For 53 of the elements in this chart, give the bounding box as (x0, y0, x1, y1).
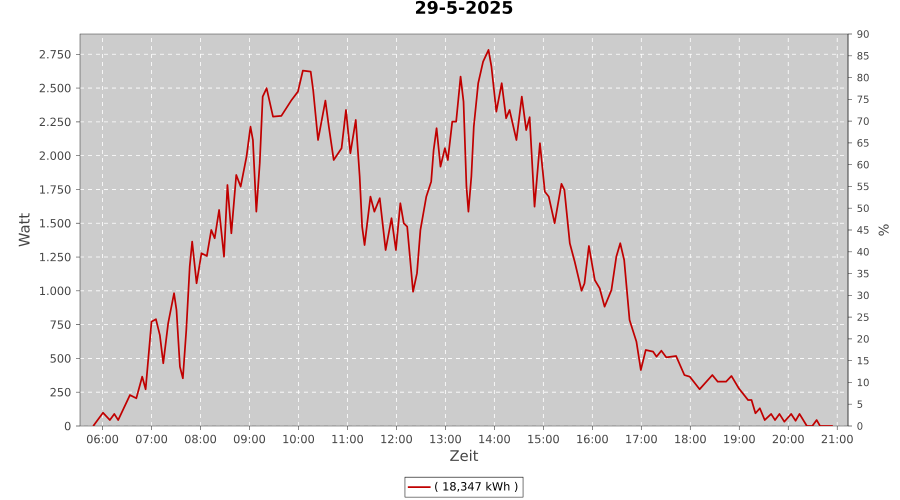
y2-tick-label: 85 (857, 52, 869, 60)
legend-label: ( 18,347 kWh ) (435, 482, 518, 492)
x-tick-label: 12:00 (381, 434, 412, 444)
y2-tick-label: 90 (857, 30, 869, 38)
y2-tick-label: 50 (858, 204, 869, 212)
y2-tick-label: 55 (858, 182, 869, 190)
chart-title: 29-5-2025 (416, 0, 512, 14)
x-tick-label: 17:00 (626, 434, 657, 444)
y2-tick-label: 25 (857, 313, 869, 321)
y2-tick-label: 45 (857, 226, 869, 234)
y-tick-label: 2.500 (40, 84, 71, 92)
y2-tick-label: 70 (858, 117, 869, 125)
y2-tick-label: 0 (857, 422, 862, 430)
y-tick-label: 1.250 (40, 252, 71, 262)
y2-axis-title: % (878, 224, 889, 236)
y-tick-label: 2.250 (40, 118, 71, 126)
y-tick-label: 2.000 (40, 151, 71, 160)
y-tick-label: 500 (50, 354, 71, 363)
y2-tick-label: 10 (858, 378, 869, 386)
x-tick-label: 13:00 (430, 434, 461, 444)
y-axis-title: Watt (18, 213, 30, 247)
y2-tick-label: 5 (858, 400, 862, 408)
line-series (92, 49, 834, 426)
x-tick-label: 06:00 (86, 434, 118, 444)
y2-tick-label: 60 (857, 160, 869, 168)
y-tick-label: 750 (50, 320, 71, 329)
y2-tick-label: 75 (858, 96, 869, 104)
y2-tick-label: 35 (857, 270, 869, 278)
x-tick-label: 21:00 (822, 434, 853, 444)
x-tick-label: 08:00 (184, 434, 216, 444)
x-tick-label: 18:00 (675, 434, 706, 444)
y2-tick-label: 65 (857, 139, 869, 147)
x-tick-label: 20:00 (772, 434, 804, 444)
x-tick-label: 09:00 (234, 434, 266, 444)
x-tick-label: 19:00 (724, 434, 755, 444)
y2-tick-label: 40 (857, 248, 869, 256)
x-tick-label: 15:00 (528, 434, 559, 444)
x-axis-title: Zeit (450, 450, 478, 462)
y2-tick-label: 30 (857, 292, 869, 300)
y-tick-label: 1.500 (40, 218, 71, 228)
y-tick-label: 1.750 (40, 185, 71, 194)
x-tick-label: 11:00 (332, 434, 364, 444)
y-tick-label: 2.750 (40, 50, 71, 59)
y-tick-label: 250 (50, 388, 71, 396)
x-tick-label: 16:00 (577, 434, 608, 444)
y2-tick-label: 15 (858, 356, 869, 364)
y-tick-label: 1.000 (40, 286, 71, 296)
y-tick-label: 0 (64, 422, 71, 430)
x-tick-label: 14:00 (479, 434, 510, 444)
x-tick-label: 07:00 (136, 434, 168, 444)
y2-tick-label: 80 (857, 74, 869, 82)
y2-tick-label: 20 (857, 335, 869, 343)
x-tick-label: 10:00 (283, 434, 314, 444)
